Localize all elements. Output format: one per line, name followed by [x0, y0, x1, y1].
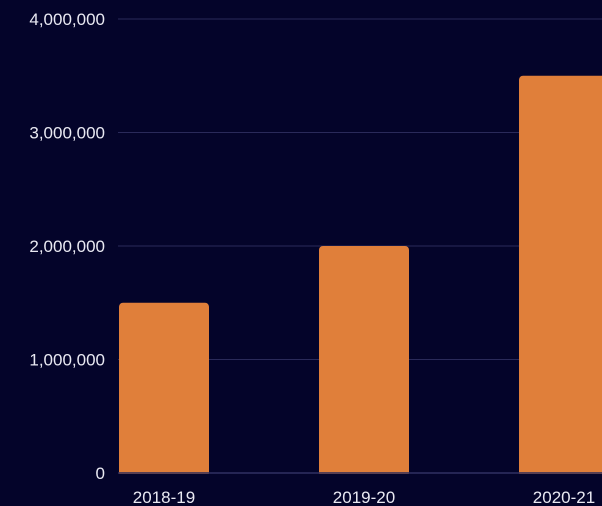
- x-tick-label: 2019-20: [333, 488, 395, 506]
- y-tick-label: 2,000,000: [29, 237, 105, 256]
- y-axis: 0 1,000,000 2,000,000 3,000,000 4,000,000: [29, 10, 105, 483]
- y-tick-label: 1,000,000: [29, 351, 105, 370]
- bars-layer: [118, 75, 602, 482]
- bar-2019-20: [319, 246, 409, 477]
- bar-2020-21: [519, 75, 602, 477]
- x-axis: 2018-19 2019-20 2020-21: [133, 488, 595, 506]
- x-tick-label: 2020-21: [533, 488, 595, 506]
- bar-2018-19: [119, 302, 209, 477]
- y-tick-label: 3,000,000: [29, 124, 105, 143]
- y-tick-label: 4,000,000: [29, 10, 105, 29]
- y-tick-label: 0: [96, 464, 105, 483]
- baseline-mask: [118, 474, 602, 482]
- x-tick-label: 2018-19: [133, 488, 195, 506]
